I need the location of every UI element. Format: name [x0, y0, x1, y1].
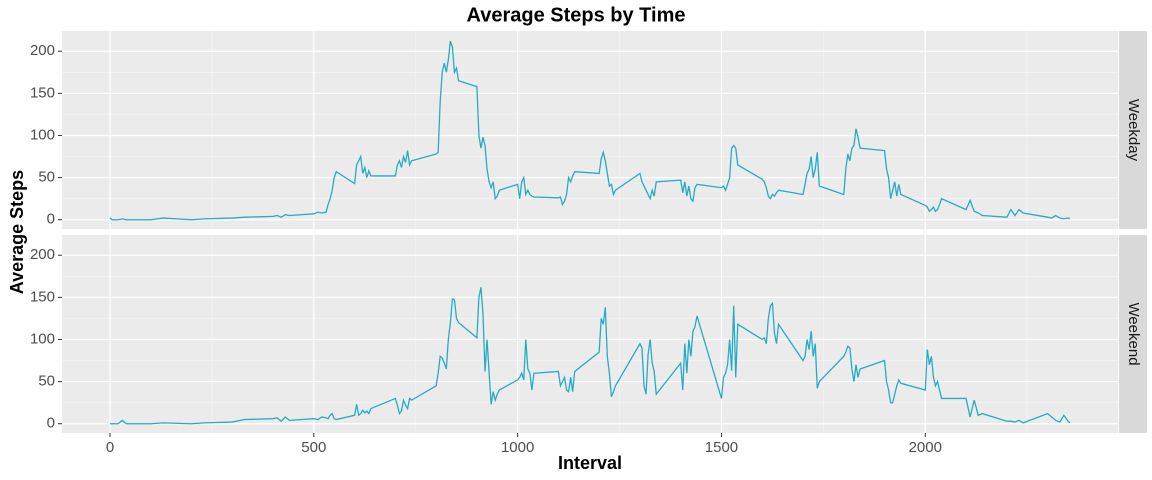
x-axis-label: Interval: [558, 453, 622, 473]
x-tick-label: 2000: [909, 439, 942, 456]
facet-label: Weekday: [1125, 99, 1142, 162]
panel-background: [62, 235, 1118, 433]
x-tick-label: 1000: [501, 439, 534, 456]
y-tick-label: 50: [38, 169, 55, 186]
x-tick-label: 500: [301, 439, 326, 456]
x-tick-label: 0: [106, 439, 114, 456]
data-line: [110, 287, 1071, 425]
y-tick-label: 0: [47, 415, 55, 432]
y-axis-label: Average Steps: [7, 170, 27, 294]
facet-strip: [1119, 235, 1147, 433]
y-tick-label: 200: [30, 246, 55, 263]
chart-title: Average Steps by Time: [467, 4, 686, 26]
y-tick-label: 100: [30, 126, 55, 143]
y-tick-label: 100: [30, 330, 55, 347]
y-tick-label: 200: [30, 42, 55, 59]
facet-strip: [1119, 31, 1147, 229]
y-tick-label: 150: [30, 288, 55, 305]
data-line: [109, 40, 1071, 221]
panel-background: [62, 31, 1118, 229]
y-tick-label: 150: [30, 84, 55, 101]
y-tick-label: 0: [47, 211, 55, 228]
y-tick-label: 50: [38, 373, 55, 390]
facet-label: Weekend: [1125, 302, 1142, 365]
x-tick-label: 1500: [705, 439, 738, 456]
